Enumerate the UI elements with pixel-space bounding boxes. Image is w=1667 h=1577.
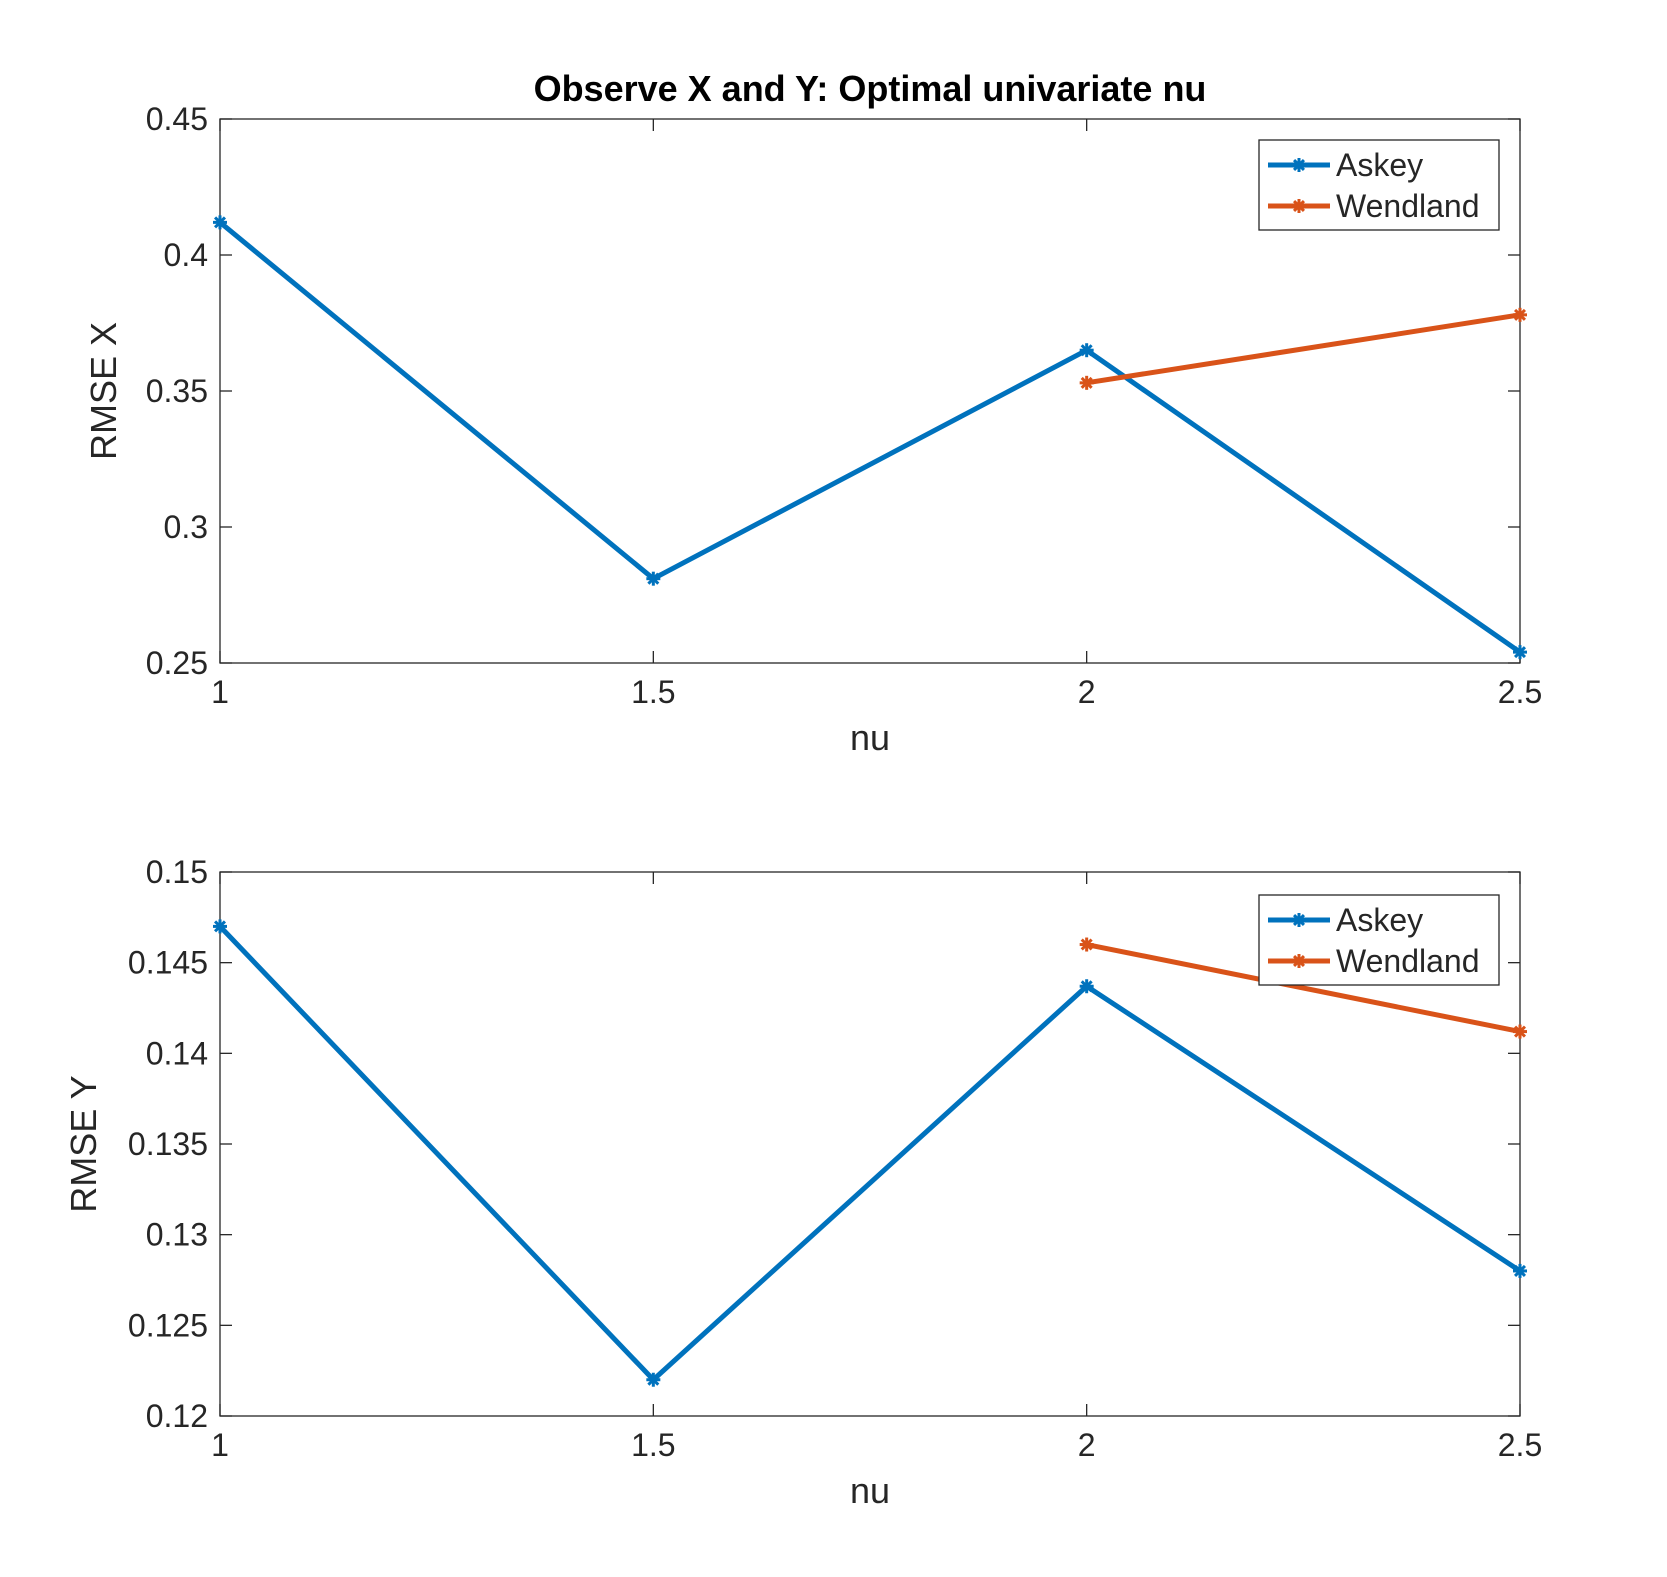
y-tick-label: 0.12: [146, 1398, 208, 1434]
y-axis-label: RMSE Y: [63, 1075, 104, 1212]
data-point: [1513, 1263, 1527, 1278]
x-tick-label: 2: [1078, 674, 1096, 710]
data-point: [213, 919, 227, 934]
point-marker: [213, 920, 227, 933]
y-tick-label: 0.3: [164, 509, 208, 545]
point-marker: [1080, 376, 1093, 389]
chart-title: Observe X and Y: Optimal univariate nu: [534, 68, 1207, 109]
point-marker: [1292, 158, 1306, 172]
point-marker: [1080, 980, 1093, 993]
chart-2: 1 1.5 2 2.5 0.12 0.125 0.13 0.135 0.14 0.145 0.15 n…: [63, 854, 1542, 1511]
y-tick-label: 0.25: [146, 645, 208, 681]
x-tick-label: 1.5: [631, 674, 675, 710]
x-tick-label: 1: [211, 674, 229, 710]
y-tick-label: 0.14: [146, 1035, 208, 1071]
legend-label: Wendland: [1336, 188, 1480, 224]
legend-marker: [1292, 199, 1306, 213]
y-tick-label: 0.35: [146, 373, 208, 409]
x-axis-label: nu: [850, 1470, 890, 1511]
series-line-wendland: [1086, 942, 1521, 1035]
data-point: [213, 215, 227, 230]
legend-marker: [1292, 954, 1306, 968]
y-axis-label: RMSE X: [83, 322, 124, 460]
data-point: [1079, 979, 1094, 994]
legend: Askey Wendland: [1258, 139, 1500, 231]
y-tick-label: 0.135: [128, 1126, 208, 1162]
legend-box: [1258, 139, 1500, 231]
y-tick-label: 0.45: [146, 101, 208, 137]
legend-label: Askey: [1336, 147, 1423, 183]
series-line-wendland: [1086, 312, 1521, 386]
series-askey: [213, 919, 1527, 1387]
point-marker: [1513, 1264, 1527, 1277]
point-marker: [647, 572, 660, 585]
y-tick-label: 0.145: [128, 945, 208, 981]
data-point: [646, 1372, 661, 1387]
data-point: [646, 571, 661, 586]
point-marker: [213, 216, 227, 229]
point-marker: [1080, 344, 1093, 357]
y-tick-label: 0.15: [146, 854, 208, 890]
point-marker: [1292, 913, 1306, 927]
x-tick-label: 1: [211, 1427, 229, 1463]
legend-box: [1258, 894, 1500, 986]
legend-marker: [1292, 913, 1306, 927]
y-tick-label: 0.4: [164, 237, 208, 273]
legend-label: Wendland: [1336, 943, 1480, 979]
data-point: [1079, 375, 1094, 390]
series-wendland: [1079, 307, 1527, 390]
y-tick-label: 0.13: [146, 1217, 208, 1253]
point-marker: [1513, 646, 1527, 659]
x-tick-label: 2: [1078, 1427, 1096, 1463]
x-tick-label: 2.5: [1498, 674, 1542, 710]
point-marker: [1080, 938, 1093, 951]
x-axis-label: nu: [850, 717, 890, 758]
data-point: [1513, 307, 1527, 322]
series-askey: [213, 215, 1527, 660]
data-point: [1513, 1024, 1527, 1039]
point-marker: [647, 1373, 660, 1386]
y-tick-label: 0.125: [128, 1307, 208, 1343]
legend-marker: [1292, 158, 1306, 172]
data-point: [1079, 343, 1094, 358]
data-point: [1079, 937, 1094, 952]
point-marker: [1513, 308, 1527, 321]
x-tick-label: 1.5: [631, 1427, 675, 1463]
chart-1: 1 1.5 2 2.5 0.25 0.3 0.35 0.4 0.45 nu RMSE X Observ…: [83, 68, 1542, 758]
legend-label: Askey: [1336, 902, 1423, 938]
series-wendland: [1079, 937, 1527, 1039]
series-line-askey: [218, 924, 1522, 1383]
x-tick-label: 2.5: [1498, 1427, 1542, 1463]
point-marker: [1292, 199, 1306, 213]
data-point: [1513, 645, 1527, 660]
point-marker: [1513, 1025, 1527, 1038]
point-marker: [1292, 954, 1306, 968]
series-line-askey: [218, 220, 1522, 655]
legend: Askey Wendland: [1258, 894, 1500, 986]
